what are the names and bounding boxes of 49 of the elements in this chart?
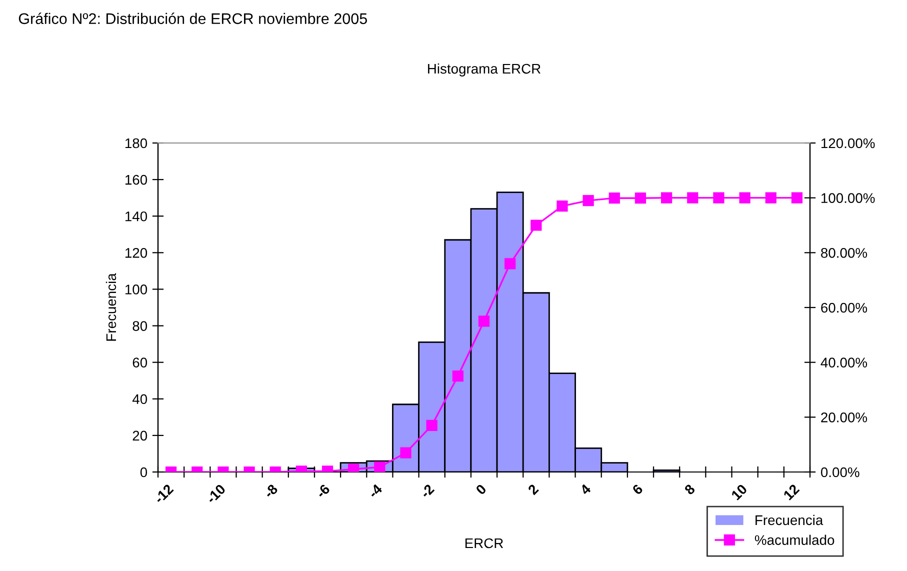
y2-tick-label: 0.00% — [820, 467, 860, 478]
y2-tick-label: 20.00% — [821, 412, 868, 422]
point — [530, 220, 542, 231]
y-tick-label: 140 — [125, 211, 148, 222]
x-tick-label: -2 — [420, 484, 435, 498]
point — [765, 192, 776, 204]
point — [661, 192, 672, 204]
point — [713, 192, 724, 204]
point — [608, 192, 620, 204]
x-tick-label: 10 — [730, 484, 748, 500]
y-tick-label: 0 — [140, 467, 148, 478]
x-tick-label: -12 — [154, 484, 174, 504]
legend-label: %acumulado — [754, 534, 834, 545]
point — [504, 258, 516, 270]
x-tick-label: 4 — [579, 483, 592, 496]
x-tick-label: -6 — [315, 484, 330, 499]
y2-tick-label: 60.00% — [821, 302, 868, 313]
x-tick-label: 8 — [684, 484, 696, 496]
y-tick-label: 100 — [125, 284, 148, 294]
y-tick-label: 180 — [125, 138, 148, 148]
y-tick-label: 80 — [132, 321, 148, 331]
y-tick-label: 60 — [132, 358, 148, 368]
chart-subtitle: Histograma ERCR — [428, 63, 540, 76]
y-tick-label: 120 — [125, 248, 148, 258]
y2-tick-label: 40.00% — [820, 358, 868, 368]
y2-tick-label: 120.00% — [821, 138, 875, 148]
x-tick-label: 0 — [475, 484, 487, 496]
x-tick-label: 2 — [527, 484, 539, 496]
point — [582, 195, 594, 206]
point — [687, 192, 698, 204]
x-tick-label: -10 — [206, 484, 226, 504]
x-tick-label: 6 — [632, 484, 644, 496]
x-axis-title: ERCR — [465, 538, 504, 548]
y-tick-label: 20 — [132, 430, 148, 441]
point — [791, 192, 803, 204]
y2-tick-label: 80.00% — [821, 248, 868, 258]
y2-tick-label: 100.00% — [821, 193, 875, 204]
point — [556, 200, 568, 212]
y-axis-title: Frecuencia — [106, 273, 116, 341]
x-tick-label: -8 — [263, 484, 278, 499]
point — [634, 192, 646, 204]
chart-title: Gráfico Nº2: Distribución de ERCR noviembre 2005 — [18, 12, 367, 24]
x-tick-label: 12 — [782, 484, 800, 500]
x-tick-label: -4 — [368, 483, 383, 498]
y-tick-label: 40 — [132, 394, 148, 404]
legend-label: Frecuencia — [756, 514, 824, 526]
point — [739, 192, 750, 204]
y-tick-label: 160 — [125, 174, 148, 185]
point — [478, 316, 490, 327]
